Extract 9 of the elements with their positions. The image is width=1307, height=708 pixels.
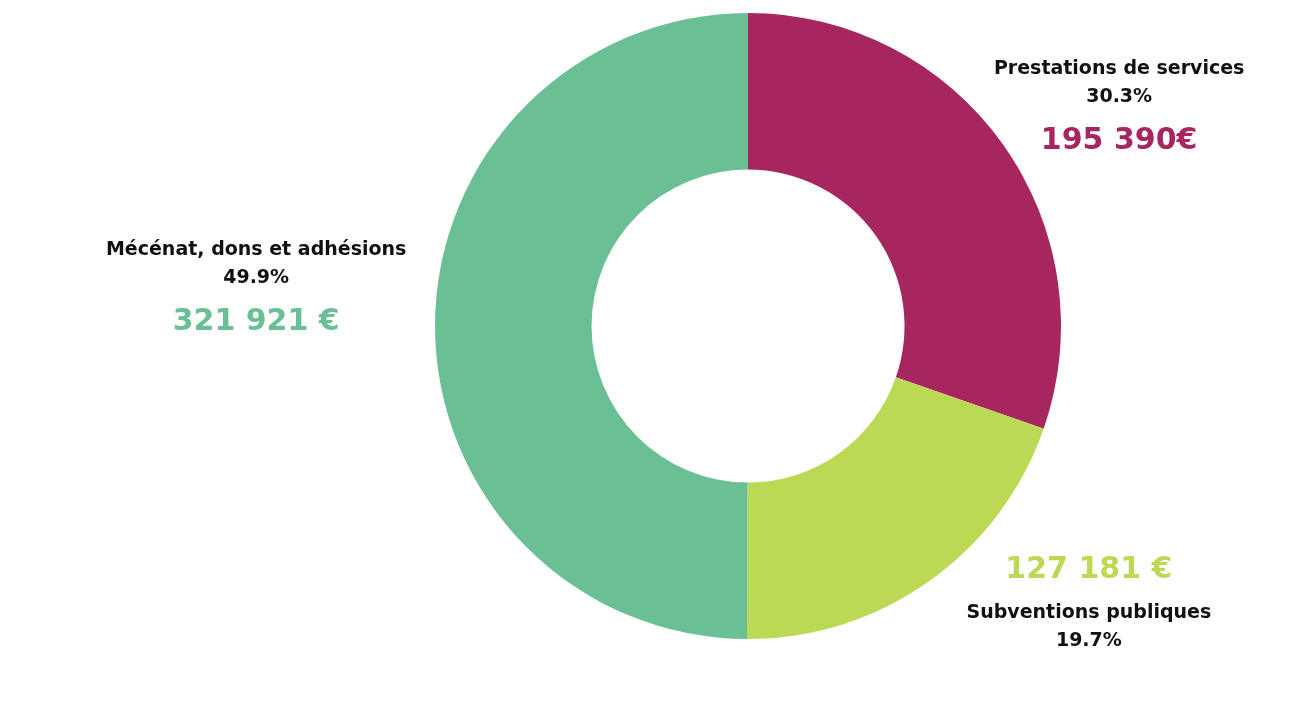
text: 19.7%: [1055, 628, 1122, 651]
data-label: 321 921 €: [172, 302, 340, 337]
text: 30.3%: [1086, 83, 1153, 106]
slice-label: Mécénat, dons et adhésions: [105, 236, 407, 259]
data-label: 127 181 €: [1005, 549, 1173, 585]
slice-label: Subventions publiques: [966, 600, 1212, 623]
slice-label: Prestations de services: [993, 55, 1245, 78]
text: 49.9%: [223, 264, 290, 287]
data-label: 195 390€: [1040, 121, 1198, 157]
